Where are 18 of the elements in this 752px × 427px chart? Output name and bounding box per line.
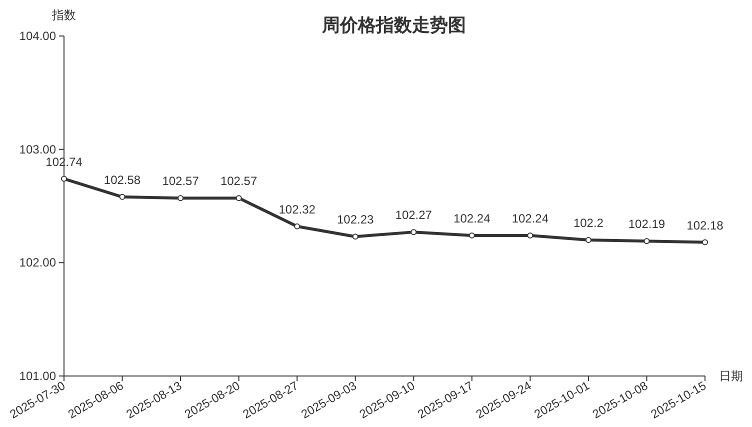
data-label: 102.57 [162,174,199,188]
y-tick-label: 101.00 [19,369,56,383]
y-tick-label: 102.00 [19,256,56,270]
title: 周价格指数走势图 [322,15,466,35]
y-tick-label: 104.00 [19,29,56,43]
data-label: 102.23 [337,212,374,227]
x-axis-title: 日期 [719,369,743,383]
data-label: 102.58 [104,172,141,187]
y-tick-label: 103.00 [19,142,56,156]
data-label: 102.24 [512,211,549,226]
data-label: 102.18 [686,218,724,232]
y-axis-title: 指数 [52,8,76,22]
data-label: 102.32 [278,202,316,216]
data-label: 102.19 [628,217,666,232]
data-label: 102.24 [454,211,490,226]
data-label: 102.27 [395,208,432,222]
data-label: 102.57 [220,174,258,188]
data-label: 102.2 [573,216,604,230]
